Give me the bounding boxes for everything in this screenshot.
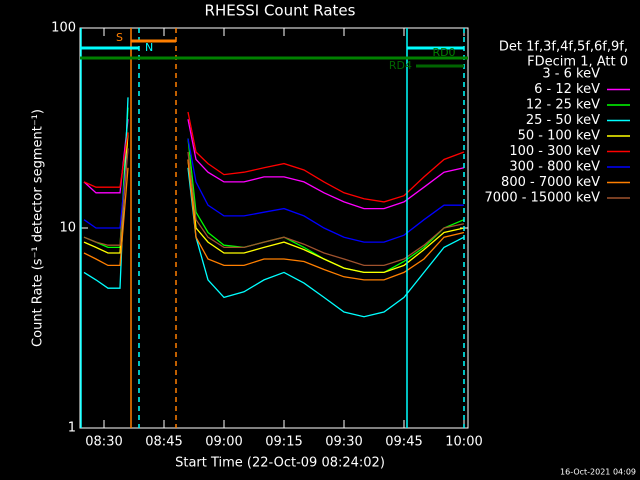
series-line — [83, 138, 464, 243]
legend-label: 7000 - 15000 keV — [485, 191, 601, 206]
span-label: RD4 — [389, 59, 412, 72]
series-line — [83, 97, 465, 318]
series-line — [83, 148, 465, 267]
series-line — [83, 111, 465, 203]
legend-label: 50 - 100 keV — [518, 129, 601, 144]
legend-header: FDecim 1, Att 0 — [527, 55, 628, 70]
legend-label: 300 - 800 keV — [509, 160, 600, 175]
x-tick-label: 09:30 — [325, 435, 362, 450]
x-axis-label: Start Time (22-Oct-09 08:24:02) — [175, 456, 385, 471]
y-axis-label: Count Rate (s⁻¹ detector segment⁻¹) — [31, 109, 46, 347]
x-tick-label: 09:45 — [385, 435, 422, 450]
span-label: RD0 — [432, 46, 455, 59]
series-line — [83, 159, 465, 281]
legend-label: 25 - 50 keV — [526, 113, 600, 128]
legend-label: 3 - 6 keV — [542, 67, 600, 82]
chart-title: RHESSI Count Rates — [205, 2, 356, 20]
y-tick-label: 10 — [59, 221, 76, 236]
legend-label: 12 - 25 keV — [526, 98, 600, 113]
legend-label: 6 - 12 keV — [534, 82, 600, 97]
y-tick-label: 1 — [68, 421, 76, 436]
x-tick-label: 10:00 — [445, 435, 482, 450]
legend-label: 800 - 7000 keV — [501, 175, 600, 190]
x-tick-label: 08:45 — [145, 435, 182, 450]
plot-frame — [79, 27, 469, 429]
y-tick-label: 100 — [51, 21, 76, 36]
footer: 16-Oct-2021 04:09 — [560, 468, 636, 477]
span-label: S — [116, 31, 123, 44]
x-tick-label: 08:30 — [85, 435, 122, 450]
span-label: N — [145, 41, 153, 54]
legend-label: 100 - 300 keV — [509, 144, 600, 159]
x-tick-label: 09:15 — [265, 435, 302, 450]
x-tick-label: 09:00 — [205, 435, 242, 450]
legend-header: Det 1f,3f,4f,5f,6f,9f, — [499, 40, 628, 55]
